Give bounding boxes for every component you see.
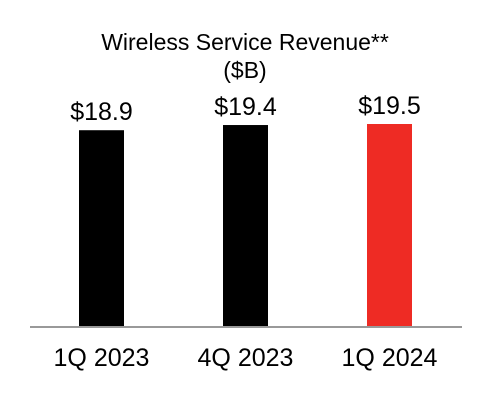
bar-1q-2023 [79, 130, 124, 326]
value-label: $18.9 [70, 98, 133, 126]
x-tick-label: 1Q 2024 [342, 344, 438, 372]
x-tick-labels-group: 1Q 2023 4Q 2023 1Q 2024 [54, 344, 438, 372]
bar-1q-2024 [367, 124, 412, 326]
x-tick-label: 1Q 2023 [54, 344, 150, 372]
chart-title: Wireless Service Revenue** [101, 29, 389, 55]
chart-subtitle: ($B) [223, 57, 266, 83]
value-label: $19.5 [358, 92, 421, 120]
bars-group [79, 124, 412, 327]
x-tick-label: 4Q 2023 [198, 344, 294, 372]
bar-4q-2023 [223, 125, 268, 327]
value-labels-group: $18.9 $19.4 $19.5 [70, 92, 421, 126]
value-label: $19.4 [214, 93, 277, 121]
